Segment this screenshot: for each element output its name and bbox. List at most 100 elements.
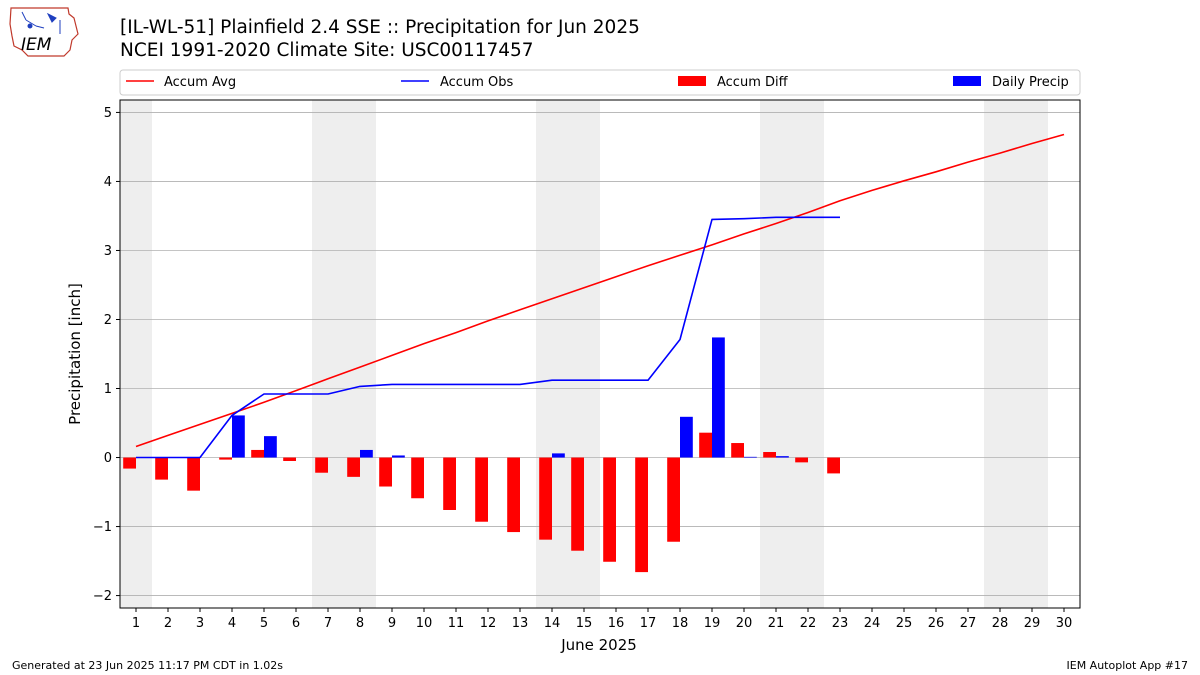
x-tick-label: 1 bbox=[132, 616, 140, 631]
daily-precip-bar bbox=[776, 456, 789, 458]
accum-diff-bar bbox=[795, 457, 808, 463]
y-tick-label: −1 bbox=[93, 520, 112, 535]
accum-diff-bar bbox=[315, 457, 328, 473]
accum-diff-bar bbox=[827, 457, 840, 474]
y-gridlines bbox=[120, 112, 1080, 596]
x-tick-label: 6 bbox=[292, 616, 300, 631]
x-tick-label: 25 bbox=[896, 616, 913, 631]
y-tick-label: 5 bbox=[104, 106, 112, 121]
x-tick-label: 4 bbox=[228, 616, 236, 631]
chart-title: [IL-WL-51] Plainfield 2.4 SSE :: Precipi… bbox=[120, 17, 640, 38]
legend: Accum Avg Accum Obs Accum Diff Daily Pre… bbox=[119, 69, 1081, 96]
x-tick-label: 19 bbox=[704, 616, 721, 631]
legend-accum-avg-label: Accum Avg bbox=[164, 75, 236, 90]
legend-daily-precip-swatch bbox=[953, 76, 981, 86]
lines bbox=[135, 133, 1065, 459]
daily-precip-bar bbox=[552, 453, 565, 458]
x-axis-ticks: 1 2 3 4 5 6 7 8 9 10 11 12 13 14 15 16 17 18 19 20 21 22 23 24 2… bbox=[132, 608, 1072, 631]
generated-note: Generated at 23 Jun 2025 11:17 PM CDT in… bbox=[12, 659, 284, 672]
daily-precip-bar bbox=[360, 449, 373, 458]
weekend-band bbox=[984, 100, 1048, 608]
y-tick-label: −2 bbox=[93, 589, 112, 604]
accum-diff-bar bbox=[283, 457, 296, 461]
accum-diff-bar bbox=[699, 432, 712, 458]
y-tick-label: 4 bbox=[104, 175, 112, 190]
x-tick-label: 26 bbox=[928, 616, 945, 631]
x-tick-label: 24 bbox=[864, 616, 881, 631]
legend-accum-diff-swatch bbox=[678, 76, 706, 86]
daily-precip-bar bbox=[744, 456, 757, 458]
accum-diff-bar bbox=[667, 457, 680, 542]
x-tick-label: 11 bbox=[448, 616, 465, 631]
x-tick-label: 15 bbox=[576, 616, 593, 631]
x-tick-label: 10 bbox=[416, 616, 433, 631]
y-tick-label: 2 bbox=[104, 313, 112, 328]
weekend-band bbox=[760, 100, 824, 608]
accum-avg-line bbox=[135, 133, 1065, 448]
daily-precip-bar bbox=[680, 416, 693, 458]
x-tick-label: 21 bbox=[768, 616, 785, 631]
x-tick-label: 7 bbox=[324, 616, 332, 631]
daily-precip-bar bbox=[392, 455, 405, 458]
accum-diff-bar bbox=[539, 457, 552, 540]
accum-diff-bar bbox=[219, 457, 232, 460]
accum-diff-bar bbox=[187, 457, 200, 491]
x-tick-label: 22 bbox=[800, 616, 817, 631]
accum-diff-bar bbox=[251, 449, 264, 458]
legend-daily-precip-label: Daily Precip bbox=[992, 75, 1069, 90]
iem-logo: IEM bbox=[9, 7, 79, 57]
x-tick-label: 27 bbox=[960, 616, 977, 631]
x-tick-label: 29 bbox=[1024, 616, 1041, 631]
daily-precip-bar bbox=[264, 436, 277, 458]
accum-diff-bar bbox=[123, 457, 136, 469]
legend-accum-diff-label: Accum Diff bbox=[717, 75, 789, 90]
y-axis-ticks: −2 −1 0 1 2 3 4 5 bbox=[93, 106, 120, 604]
weekend-band bbox=[120, 100, 152, 608]
accum-diff-bar bbox=[443, 457, 456, 510]
accum-obs-line bbox=[136, 216, 840, 459]
accum-diff-bar bbox=[763, 452, 776, 458]
x-tick-label: 30 bbox=[1056, 616, 1073, 631]
x-tick-label: 9 bbox=[388, 616, 396, 631]
accum-diff-bar bbox=[155, 457, 168, 480]
chart-subtitle: NCEI 1991-2020 Climate Site: USC00117457 bbox=[120, 40, 534, 61]
x-tick-label: 13 bbox=[512, 616, 529, 631]
accum-diff-bar bbox=[379, 457, 392, 487]
bars bbox=[123, 337, 840, 573]
accum-diff-bar bbox=[635, 457, 648, 573]
accum-diff-bar bbox=[603, 457, 616, 562]
x-axis-label: June 2025 bbox=[560, 636, 637, 654]
accum-diff-bar bbox=[475, 457, 488, 522]
x-tick-label: 8 bbox=[356, 616, 364, 631]
daily-precip-bar bbox=[712, 337, 725, 458]
x-tick-label: 16 bbox=[608, 616, 625, 631]
y-tick-label: 1 bbox=[104, 382, 112, 397]
weekend-band bbox=[312, 100, 376, 608]
daily-precip-bar bbox=[232, 415, 245, 458]
x-tick-label: 20 bbox=[736, 616, 753, 631]
x-tick-label: 18 bbox=[672, 616, 689, 631]
accum-diff-bar bbox=[731, 443, 744, 458]
accum-diff-bar bbox=[571, 457, 584, 551]
x-tick-label: 17 bbox=[640, 616, 657, 631]
legend-box bbox=[119, 69, 1081, 96]
y-tick-label: 3 bbox=[104, 244, 112, 259]
x-tick-label: 23 bbox=[832, 616, 849, 631]
x-tick-label: 2 bbox=[164, 616, 172, 631]
plot-frame bbox=[119, 99, 1081, 609]
x-tick-label: 12 bbox=[480, 616, 497, 631]
x-tick-label: 28 bbox=[992, 616, 1009, 631]
y-tick-label: 0 bbox=[104, 451, 112, 466]
legend-accum-obs-label: Accum Obs bbox=[440, 75, 513, 90]
app-note: IEM Autoplot App #17 bbox=[1066, 659, 1189, 672]
x-tick-label: 14 bbox=[544, 616, 561, 631]
x-tick-label: 3 bbox=[196, 616, 204, 631]
y-axis-label: Precipitation [inch] bbox=[66, 283, 84, 425]
accum-diff-bar bbox=[347, 457, 360, 477]
accum-diff-bar bbox=[507, 457, 520, 533]
weekend-shading bbox=[120, 100, 1048, 608]
x-tick-label: 5 bbox=[260, 616, 268, 631]
iem-logo-text: IEM bbox=[21, 35, 52, 55]
accum-diff-bar bbox=[411, 457, 424, 499]
